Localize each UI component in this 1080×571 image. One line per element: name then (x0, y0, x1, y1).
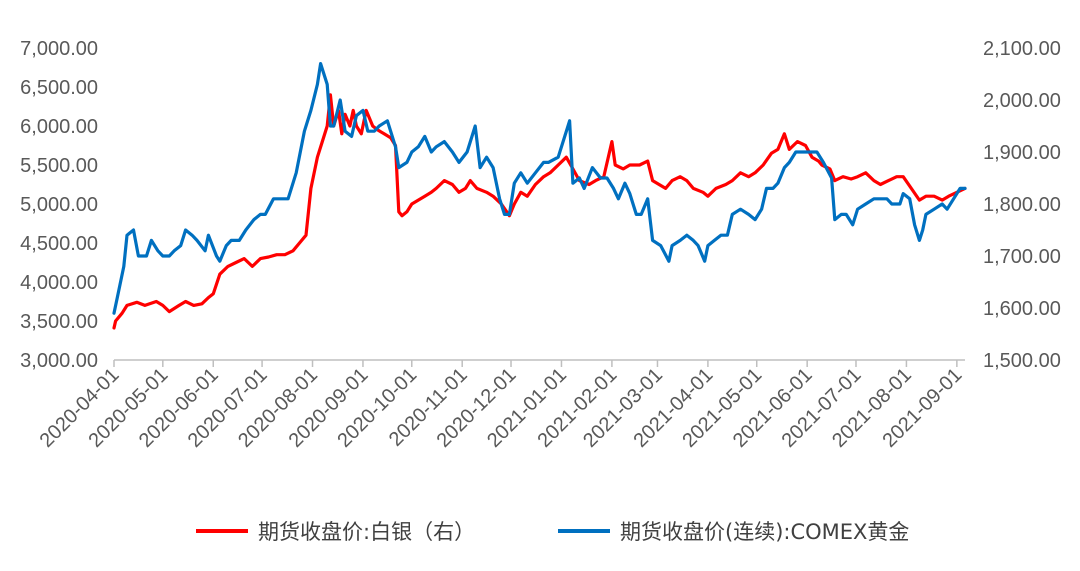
y-right-tick-label: 2,100.00 (983, 38, 1061, 60)
legend-label: 期货收盘价:白银（右） (258, 520, 475, 544)
series-group (112, 61, 967, 330)
y-left-tick-label: 3,500.00 (20, 311, 98, 333)
y-left-tick-label: 4,500.00 (20, 233, 98, 255)
legend: 期货收盘价:白银（右） 期货收盘价(连续):COMEX黄金 (196, 520, 909, 544)
y-left-tick-label: 6,000.00 (20, 116, 98, 138)
y-left-tick-label: 4,000.00 (20, 272, 98, 294)
legend-label: 期货收盘价(连续):COMEX黄金 (620, 520, 909, 544)
y-right-tick-label: 1,800.00 (983, 194, 1061, 216)
y-right-tick-label: 1,700.00 (983, 246, 1061, 268)
y-right-tick-label: 1,600.00 (983, 298, 1061, 320)
y-right-tick-label: 1,900.00 (983, 142, 1061, 164)
series-line-gold (112, 61, 967, 315)
y-axis-left: 3,000.00 3,500.00 4,000.00 4,500.00 5,000.00… (20, 38, 98, 372)
y-axis-right: 1,500.00 1,600.00 1,700.00 1,800.00 1,900.00… (983, 38, 1061, 372)
y-left-tick-label: 5,500.00 (20, 155, 98, 177)
y-left-tick-label: 3,000.00 (20, 350, 98, 372)
series-line-silver (112, 93, 967, 330)
y-left-tick-label: 5,000.00 (20, 194, 98, 216)
y-left-tick-label: 6,500.00 (20, 77, 98, 99)
y-right-tick-label: 1,500.00 (983, 350, 1061, 372)
y-left-tick-label: 7,000.00 (20, 38, 98, 60)
x-axis: 2020-04-012020-05-012020-06-012020-07-01… (36, 359, 966, 452)
y-right-tick-label: 2,000.00 (983, 90, 1061, 112)
